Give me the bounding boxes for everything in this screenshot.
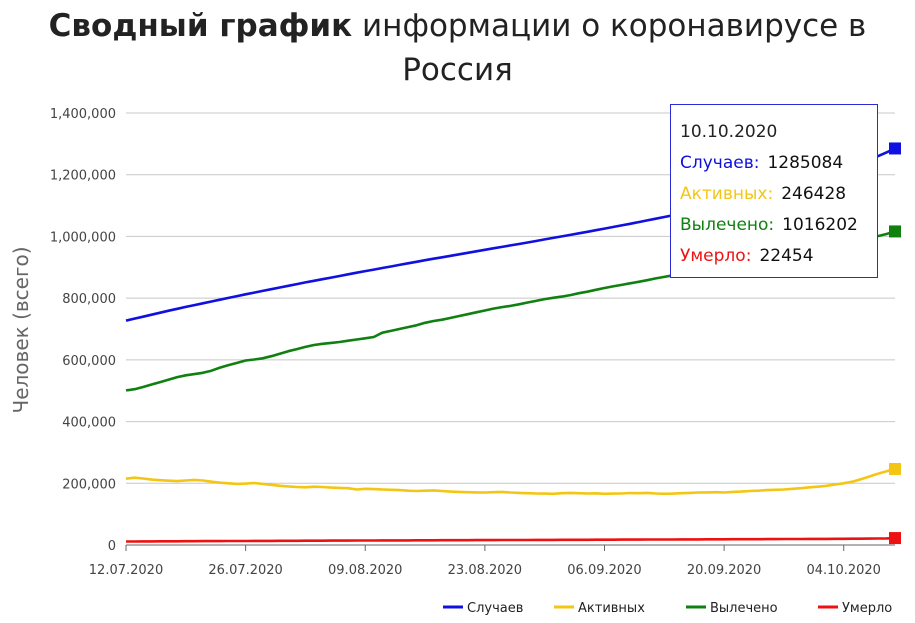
legend-label-deaths[interactable]: Умерло — [842, 601, 892, 616]
tooltip-value: 1016202 — [782, 215, 858, 235]
y-axis-label: Человек (всего) — [9, 246, 33, 413]
tooltip-value: 246428 — [781, 184, 847, 204]
x-tick-label: 09.08.2020 — [328, 563, 402, 578]
x-tick-label: 12.07.2020 — [89, 563, 163, 578]
tooltip: 10.10.2020 Случаев: 1285084 Активных: 2464… — [670, 104, 878, 278]
tooltip-label: Вылечено: — [680, 215, 775, 235]
y-tick-label: 400,000 — [62, 416, 116, 431]
y-tick-label: 600,000 — [62, 354, 116, 369]
x-axis-ticks: 12.07.2020 26.07.2020 09.08.2020 23.08.2020… — [89, 545, 881, 578]
tooltip-row-deaths: Умерло: 22454 — [680, 241, 877, 272]
legend-label-cases[interactable]: Случаев — [467, 601, 523, 616]
series-marker-deaths[interactable] — [889, 532, 901, 545]
title-rest: информации о коронавирусе в Россия — [362, 8, 867, 88]
page-title: Сводный график информации о коронавирусе… — [0, 4, 915, 92]
y-tick-label: 0 — [108, 539, 116, 554]
series-marker-recovered[interactable] — [889, 225, 901, 238]
tooltip-value: 22454 — [759, 246, 814, 266]
title-bold: Сводный график — [48, 8, 353, 44]
tooltip-value: 1285084 — [767, 153, 844, 173]
y-tick-label: 1,400,000 — [50, 107, 116, 122]
legend-label-active[interactable]: Активных — [578, 601, 645, 616]
tooltip-row-active: Активных: 246428 — [680, 179, 877, 210]
series-marker-cases[interactable] — [889, 142, 901, 155]
tooltip-date: 10.10.2020 — [680, 122, 778, 142]
x-tick-label: 20.09.2020 — [687, 563, 761, 578]
y-tick-label: 800,000 — [62, 292, 116, 307]
y-tick-label: 1,000,000 — [50, 230, 116, 245]
tooltip-label: Случаев: — [680, 153, 760, 173]
legend: Случаев Активных Вылечено Умерло — [443, 601, 892, 616]
series-line-deaths — [126, 536, 896, 543]
y-tick-label: 1,200,000 — [50, 169, 116, 184]
tooltip-row-recovered: Вылечено: 1016202 — [680, 210, 877, 241]
x-tick-label: 26.07.2020 — [208, 563, 282, 578]
x-tick-label: 06.09.2020 — [567, 563, 641, 578]
series-line-active — [125, 467, 896, 496]
series-marker-active[interactable] — [889, 462, 901, 475]
x-tick-label: 04.10.2020 — [807, 563, 881, 578]
tooltip-row-cases: Случаев: 1285084 — [680, 148, 877, 179]
legend-label-recovered[interactable]: Вылечено — [710, 601, 778, 616]
tooltip-label: Активных: — [680, 184, 774, 204]
x-tick-label: 23.08.2020 — [448, 563, 522, 578]
y-axis-ticks: 0 200,000 400,000 600,000 800,000 1,000,000 1,… — [50, 107, 116, 554]
tooltip-label: Умерло: — [680, 246, 752, 266]
y-tick-label: 200,000 — [62, 477, 116, 492]
